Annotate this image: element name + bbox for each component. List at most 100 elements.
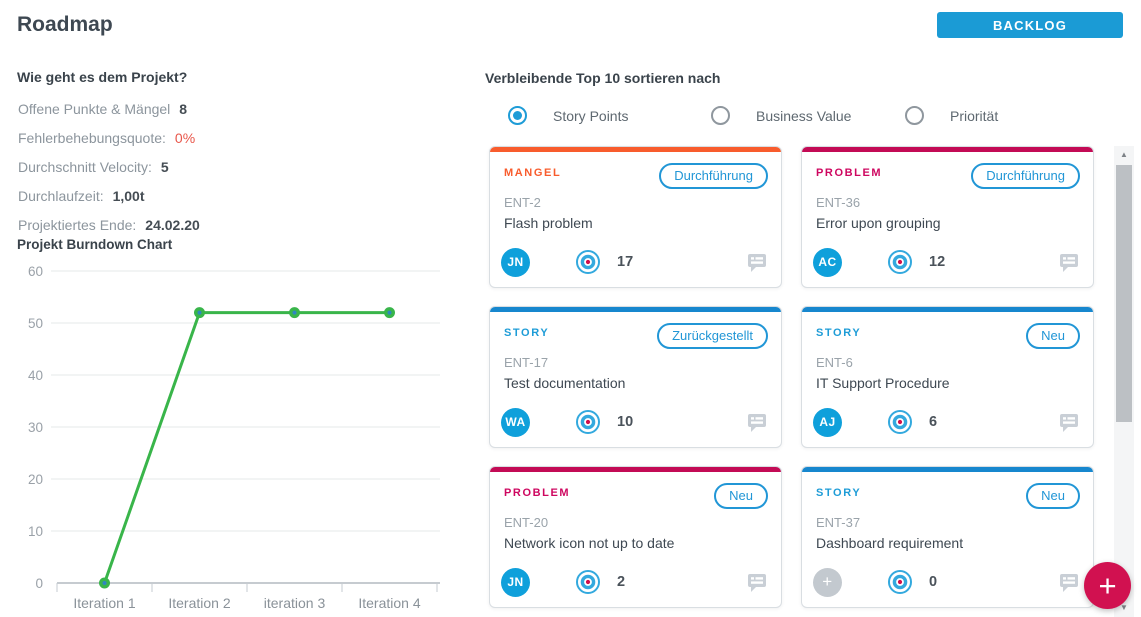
- project-health-heading: Wie geht es dem Projekt?: [17, 69, 188, 85]
- stat-label: Offene Punkte & Mängel: [18, 101, 171, 117]
- radio-business-value[interactable]: Business Value: [711, 106, 851, 125]
- comments-icon[interactable]: [1057, 411, 1081, 434]
- story-points-target-icon: [575, 569, 601, 595]
- issue-type-label: PROBLEM: [816, 167, 883, 179]
- issue-id: ENT-37: [816, 515, 861, 530]
- story-points-value: 10: [617, 414, 634, 430]
- issue-id: ENT-36: [816, 195, 861, 210]
- comments-icon[interactable]: [745, 571, 769, 594]
- story-points-target-icon: [575, 249, 601, 275]
- svg-text:40: 40: [28, 368, 43, 383]
- assignee-avatar[interactable]: JN: [501, 567, 530, 597]
- assignee-avatar[interactable]: WA: [501, 407, 530, 437]
- radio-label: Business Value: [756, 107, 852, 124]
- issue-id: ENT-2: [504, 195, 541, 210]
- top10-card-grid: MANGEL Durchführung ENT-2 Flash problem …: [489, 146, 1094, 608]
- assignee-avatar[interactable]: +: [813, 567, 842, 597]
- scroll-down-icon[interactable]: ▼: [1120, 603, 1128, 612]
- issue-type-label: PROBLEM: [504, 487, 571, 499]
- stat-value: 5: [160, 159, 169, 175]
- story-points-value: 12: [929, 254, 946, 270]
- svg-text:iteration 3: iteration 3: [264, 595, 326, 611]
- svg-text:30: 30: [28, 420, 43, 435]
- stat-value: 1,00t: [112, 188, 145, 204]
- svg-text:0: 0: [35, 576, 43, 591]
- stat-value: 8: [179, 101, 188, 117]
- assignee-avatar[interactable]: JN: [501, 247, 530, 277]
- scroll-up-icon[interactable]: ▲: [1120, 150, 1128, 159]
- radio-label: Story Points: [553, 107, 629, 124]
- card-accent-bar: [802, 147, 1093, 152]
- backlog-button[interactable]: BACKLOG: [937, 12, 1123, 38]
- assignee-avatar[interactable]: AJ: [813, 407, 842, 437]
- status-badge: Neu: [714, 483, 768, 509]
- stat-velocity: Durchschnitt Velocity: 5: [18, 159, 200, 188]
- stat-label: Durchlaufzeit:: [18, 188, 104, 204]
- card-accent-bar: [490, 467, 781, 472]
- burndown-chart-title: Projekt Burndown Chart: [17, 237, 173, 252]
- stat-cycle-time: Durchlaufzeit: 1,00t: [18, 188, 200, 217]
- issue-card[interactable]: STORY Zurückgestellt ENT-17 Test documen…: [489, 306, 782, 448]
- comments-icon[interactable]: [745, 411, 769, 434]
- add-item-button[interactable]: +: [1084, 562, 1131, 609]
- stat-label: Fehlerbehebungsquote:: [18, 130, 166, 146]
- issue-title: Error upon grouping: [816, 215, 941, 231]
- radio-circle-icon: [711, 106, 730, 125]
- issue-id: ENT-20: [504, 515, 549, 530]
- stat-label: Durchschnitt Velocity:: [18, 159, 152, 175]
- card-accent-bar: [802, 467, 1093, 472]
- card-accent-bar: [490, 147, 781, 152]
- radio-prioritaet[interactable]: Priorität: [905, 106, 998, 125]
- issue-title: Test documentation: [504, 375, 626, 391]
- add-icon: +: [1098, 567, 1117, 603]
- radio-circle-icon: [905, 106, 924, 125]
- status-badge: Durchführung: [971, 163, 1080, 189]
- burndown-chart: 0 10 20 30 40 50 60 Iteration 1 Iteration 2 itera…: [28, 264, 440, 611]
- issue-title: Flash problem: [504, 215, 593, 231]
- issue-card[interactable]: PROBLEM Durchführung ENT-36 Error upon g…: [801, 146, 1094, 288]
- svg-text:50: 50: [28, 316, 43, 331]
- stat-value: 0%: [174, 130, 196, 146]
- comments-icon[interactable]: [1057, 251, 1081, 274]
- story-points-target-icon: [575, 409, 601, 435]
- issue-type-label: MANGEL: [504, 167, 562, 179]
- story-points-value: 2: [617, 574, 626, 590]
- story-points-target-icon: [887, 249, 913, 275]
- radio-label: Priorität: [950, 107, 999, 124]
- assignee-avatar[interactable]: AC: [813, 247, 842, 277]
- issue-title: Network icon not up to date: [504, 535, 675, 551]
- status-badge: Neu: [1026, 483, 1080, 509]
- vertical-scrollbar[interactable]: ▲ ▼: [1114, 146, 1134, 617]
- issue-card[interactable]: PROBLEM Neu ENT-20 Network icon not up t…: [489, 466, 782, 608]
- stat-projected-end: Projektiertes Ende: 24.02.20: [18, 217, 200, 246]
- svg-text:Iteration 4: Iteration 4: [358, 595, 420, 611]
- stat-value: 24.02.20: [145, 217, 200, 233]
- sort-heading: Verbleibende Top 10 sortieren nach: [485, 70, 721, 86]
- issue-type-label: STORY: [504, 327, 550, 339]
- scrollbar-thumb[interactable]: [1116, 165, 1132, 422]
- issue-id: ENT-6: [816, 355, 853, 370]
- project-health-stats: Offene Punkte & Mängel 8 Fehlerbehebungs…: [18, 101, 200, 246]
- svg-text:Iteration 1: Iteration 1: [73, 595, 135, 611]
- story-points-value: 6: [929, 414, 938, 430]
- stat-open-items: Offene Punkte & Mängel 8: [18, 101, 200, 130]
- page-title: Roadmap: [17, 13, 113, 36]
- issue-title: IT Support Procedure: [816, 375, 950, 391]
- story-points-target-icon: [887, 569, 913, 595]
- comments-icon[interactable]: [745, 251, 769, 274]
- status-badge: Neu: [1026, 323, 1080, 349]
- issue-title: Dashboard requirement: [816, 535, 964, 551]
- comments-icon[interactable]: [1057, 571, 1081, 594]
- card-accent-bar: [802, 307, 1093, 312]
- radio-story-points[interactable]: Story Points: [508, 106, 628, 125]
- stat-label: Projektiertes Ende:: [18, 217, 137, 233]
- issue-card[interactable]: STORY Neu ENT-37 Dashboard requirement +…: [801, 466, 1094, 608]
- issue-type-label: STORY: [816, 327, 862, 339]
- svg-text:10: 10: [28, 524, 43, 539]
- status-badge: Zurückgestellt: [657, 323, 768, 349]
- issue-card[interactable]: MANGEL Durchführung ENT-2 Flash problem …: [489, 146, 782, 288]
- card-accent-bar: [490, 307, 781, 312]
- issue-card[interactable]: STORY Neu ENT-6 IT Support Procedure AJ …: [801, 306, 1094, 448]
- issue-id: ENT-17: [504, 355, 549, 370]
- radio-circle-icon: [508, 106, 527, 125]
